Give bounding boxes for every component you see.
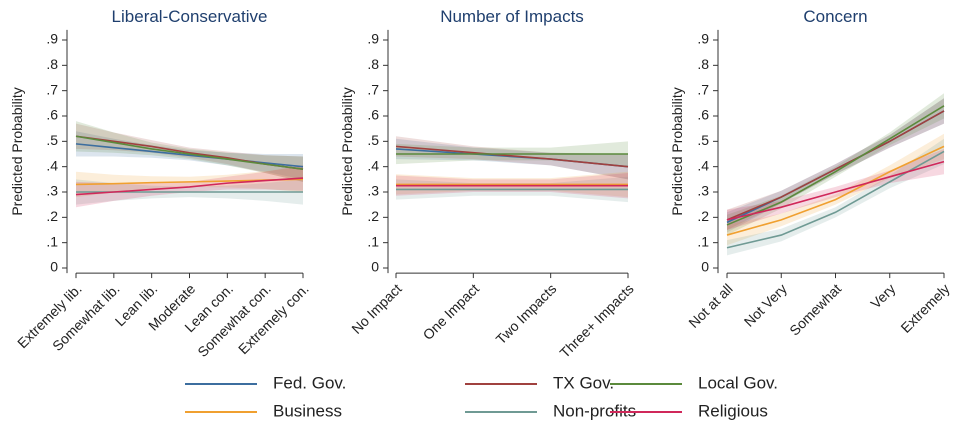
legend-label: Local Gov.: [698, 373, 778, 392]
y-tick-label: .4: [46, 157, 58, 173]
y-tick-label: .2: [697, 208, 709, 224]
y-axis-label: Predicted Probability: [339, 87, 355, 215]
series-line: [75, 135, 304, 170]
y-tick-label: .4: [367, 157, 379, 173]
x-tick-label: Somewhat: [786, 280, 844, 338]
legend-label: TX Gov.: [553, 373, 614, 392]
y-tick-label: .5: [697, 132, 709, 148]
x-tick-label: No Impact: [348, 280, 405, 337]
y-axis-label: Predicted Probability: [9, 87, 25, 215]
y-axis-label: Predicted Probability: [669, 87, 685, 215]
confidence-band: [396, 136, 628, 180]
y-tick-label: .3: [46, 183, 58, 199]
y-tick-label: .6: [697, 107, 709, 123]
x-tick-label: Extremely lib.: [14, 280, 85, 351]
panel-title: Number of Impacts: [440, 7, 584, 26]
x-tick-label: One Impact: [420, 280, 483, 343]
y-tick-label: 0: [701, 259, 709, 275]
series-line: [75, 177, 304, 196]
x-tick-label: Two Impacts: [493, 280, 560, 347]
y-tick-label: .5: [46, 132, 58, 148]
x-tick-label: Three+ Impacts: [556, 280, 636, 360]
y-tick-label: .5: [367, 132, 379, 148]
panel-title: Concern: [803, 7, 867, 26]
y-tick-label: .9: [367, 31, 379, 47]
series-line: [726, 160, 945, 221]
series-line: [726, 105, 945, 226]
confidence-band: [727, 93, 944, 236]
legend-label: Non-profits: [553, 401, 636, 420]
y-tick-label: .1: [46, 233, 58, 249]
y-tick-label: .2: [46, 208, 58, 224]
x-tick-label: Not at all: [685, 280, 735, 330]
y-tick-label: .6: [46, 107, 58, 123]
panel: Concern Predicted Probability 0 .1 .2 .3 .4 .5.…: [669, 7, 953, 339]
series-line: [726, 145, 945, 236]
y-tick-label: .7: [697, 81, 709, 97]
legend-label: Religious: [698, 401, 768, 420]
panel-title: Liberal-Conservative: [112, 7, 268, 26]
y-tick-label: .7: [367, 81, 379, 97]
y-tick-label: .4: [697, 157, 709, 173]
y-tick-label: .3: [367, 183, 379, 199]
confidence-band: [396, 138, 628, 180]
x-tick-label: Very: [867, 280, 898, 311]
confidence-band: [76, 121, 303, 182]
y-tick-label: 0: [371, 259, 379, 275]
legend-label: Business: [273, 401, 342, 420]
y-tick-label: .1: [697, 233, 709, 249]
y-tick-label: .2: [367, 208, 379, 224]
legend-label: Fed. Gov.: [273, 373, 346, 392]
x-tick-label: Not Very: [741, 280, 790, 329]
confidence-band: [727, 98, 944, 233]
y-tick-label: .3: [697, 183, 709, 199]
confidence-band: [727, 138, 944, 256]
y-tick-label: .9: [697, 31, 709, 47]
y-tick-label: .8: [367, 56, 379, 72]
confidence-band: [727, 133, 944, 246]
y-tick-label: .8: [697, 56, 709, 72]
y-tick-label: .6: [367, 107, 379, 123]
y-tick-label: .9: [46, 31, 58, 47]
y-tick-label: .1: [367, 233, 379, 249]
confidence-band: [727, 148, 944, 230]
series-line: [75, 143, 304, 168]
panel: Number of Impacts Predicted Probability 0.…: [339, 7, 637, 361]
y-tick-label: 0: [50, 259, 58, 275]
panel: Liberal-Conservative Predicted Probabilit…: [9, 7, 312, 360]
series-line: [726, 110, 945, 221]
series-line: [395, 145, 629, 168]
x-tick-label: Extremely: [897, 280, 952, 335]
y-tick-label: .7: [46, 81, 58, 97]
y-tick-label: .8: [46, 56, 58, 72]
